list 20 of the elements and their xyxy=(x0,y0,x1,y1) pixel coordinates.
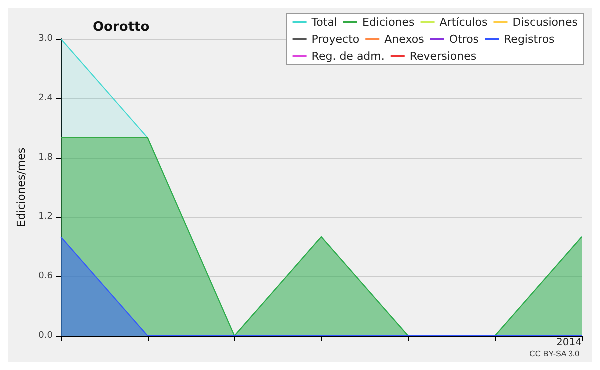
y-tick-label: 2.4 xyxy=(38,93,54,104)
y-tick-label: 0.0 xyxy=(38,331,54,341)
text: CC BY-SA 3.0 xyxy=(530,350,580,358)
y-tick-label: 0.6 xyxy=(38,272,54,282)
y-tick-label: 3.0 xyxy=(38,34,54,44)
y-tick-label: 1.2 xyxy=(38,212,53,222)
chart-title: Oorotto xyxy=(93,20,150,35)
legend-label: Registros xyxy=(504,33,556,46)
legend-label: Otros xyxy=(449,33,480,46)
x-tick-label: 2014 xyxy=(556,338,582,348)
legend-label: Reversiones xyxy=(410,50,477,63)
legend-label: Artículos xyxy=(440,16,488,29)
y-tick-label: 1.8 xyxy=(38,152,54,163)
legend-label: Total xyxy=(310,16,338,29)
legend-label: Proyecto xyxy=(312,33,360,46)
legend-label: Anexos xyxy=(384,33,425,46)
legend-label: Ediciones xyxy=(362,16,416,29)
y-axis-title: Ediciones/mes xyxy=(15,148,28,228)
legend-label: Reg. de adm. xyxy=(312,50,385,63)
legend-label: Discusiones xyxy=(512,16,578,29)
